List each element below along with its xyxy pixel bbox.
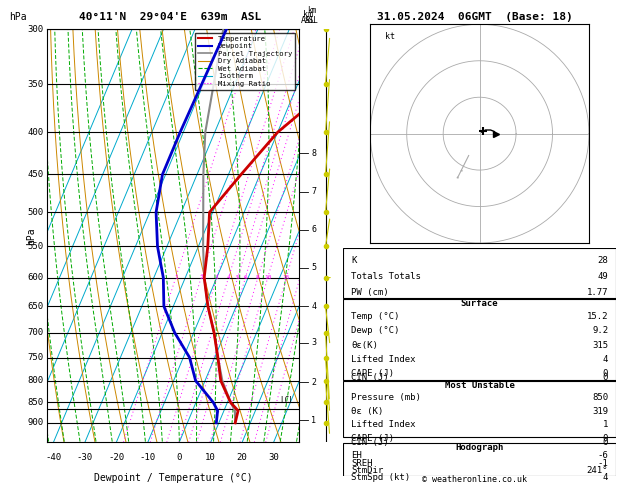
Text: 2: 2 (199, 275, 203, 280)
Text: K: K (351, 256, 357, 265)
Text: -40: -40 (45, 452, 62, 462)
Text: 3: 3 (215, 275, 219, 280)
Text: 40°11'N  29°04'E  639m  ASL: 40°11'N 29°04'E 639m ASL (79, 12, 261, 22)
Text: 550: 550 (27, 242, 43, 251)
Text: 300: 300 (27, 25, 43, 34)
Text: SREH: SREH (351, 458, 372, 468)
Text: 7: 7 (311, 187, 316, 196)
Legend: Temperature, Dewpoint, Parcel Trajectory, Dry Adiabat, Wet Adiabat, Isotherm, Mi: Temperature, Dewpoint, Parcel Trajectory… (195, 33, 295, 89)
Text: 3: 3 (311, 338, 316, 347)
Text: 650: 650 (27, 302, 43, 311)
Text: 500: 500 (27, 208, 43, 217)
Text: © weatheronline.co.uk: © weatheronline.co.uk (423, 474, 527, 484)
Text: 350: 350 (27, 80, 43, 89)
Text: Dewp (°C): Dewp (°C) (351, 326, 399, 335)
Text: Dewpoint / Temperature (°C): Dewpoint / Temperature (°C) (94, 473, 252, 483)
Text: Hodograph: Hodograph (455, 443, 504, 451)
Text: Lifted Index: Lifted Index (351, 355, 416, 364)
Text: Most Unstable: Most Unstable (445, 381, 515, 390)
Text: 1.77: 1.77 (587, 288, 608, 297)
Text: 1: 1 (603, 420, 608, 430)
Text: 15.2: 15.2 (587, 312, 608, 321)
Text: 8: 8 (256, 275, 260, 280)
Text: CIN (J): CIN (J) (351, 438, 389, 447)
Text: 10: 10 (205, 452, 216, 462)
Text: 28: 28 (598, 256, 608, 265)
Text: 8: 8 (311, 149, 316, 157)
Text: LCL: LCL (280, 397, 294, 405)
Bar (343, 443, 616, 476)
Text: 0: 0 (603, 438, 608, 447)
Text: θε(K): θε(K) (351, 341, 378, 349)
Text: CIN (J): CIN (J) (351, 373, 389, 382)
Text: 600: 600 (27, 273, 43, 282)
Text: 0: 0 (603, 434, 608, 443)
Text: -30: -30 (77, 452, 93, 462)
Text: Surface: Surface (461, 299, 498, 308)
Text: 450: 450 (27, 170, 43, 179)
Text: ★: ★ (456, 175, 459, 180)
Text: ASL: ASL (301, 16, 316, 25)
Text: CAPE (J): CAPE (J) (351, 434, 394, 443)
Text: 6: 6 (311, 225, 316, 234)
Text: Temp (°C): Temp (°C) (351, 312, 399, 321)
Bar (343, 382, 616, 437)
Text: -1: -1 (598, 458, 608, 468)
Text: 1: 1 (311, 416, 316, 425)
Text: 1: 1 (174, 275, 177, 280)
Text: -10: -10 (140, 452, 156, 462)
Text: 800: 800 (27, 376, 43, 385)
Text: 30: 30 (268, 452, 279, 462)
Bar (343, 248, 616, 298)
Text: 20: 20 (237, 452, 248, 462)
Text: 5: 5 (311, 263, 316, 272)
Text: kt: kt (385, 32, 395, 41)
Text: 0: 0 (603, 373, 608, 382)
Text: EH: EH (351, 451, 362, 460)
Text: 4: 4 (603, 355, 608, 364)
Text: -20: -20 (108, 452, 125, 462)
Text: 31.05.2024  06GMT  (Base: 18): 31.05.2024 06GMT (Base: 18) (377, 12, 573, 22)
Text: 15: 15 (282, 275, 290, 280)
Text: 2: 2 (311, 378, 316, 386)
Text: 750: 750 (27, 353, 43, 362)
Text: 400: 400 (27, 128, 43, 137)
Text: CAPE (J): CAPE (J) (351, 369, 394, 379)
Text: 4: 4 (311, 302, 316, 311)
Text: 0: 0 (603, 369, 608, 379)
Text: 10: 10 (264, 275, 272, 280)
Text: θε (K): θε (K) (351, 407, 383, 416)
Text: 850: 850 (592, 393, 608, 402)
Text: 319: 319 (592, 407, 608, 416)
Text: PW (cm): PW (cm) (351, 288, 389, 297)
Text: km: km (303, 10, 313, 19)
Text: hPa: hPa (9, 12, 27, 22)
Text: Totals Totals: Totals Totals (351, 272, 421, 281)
Text: hPa: hPa (26, 227, 36, 244)
Text: 4: 4 (226, 275, 230, 280)
Bar (343, 299, 616, 381)
Text: 315: 315 (592, 341, 608, 349)
Text: -6: -6 (598, 451, 608, 460)
Text: 700: 700 (27, 329, 43, 337)
Text: ★: ★ (460, 168, 463, 173)
Text: StmSpd (kt): StmSpd (kt) (351, 473, 410, 482)
Text: 900: 900 (27, 418, 43, 427)
Text: StmDir: StmDir (351, 466, 383, 475)
Text: Pressure (mb): Pressure (mb) (351, 393, 421, 402)
Text: 4: 4 (603, 473, 608, 482)
Text: Lifted Index: Lifted Index (351, 420, 416, 430)
Text: 241°: 241° (587, 466, 608, 475)
Text: 5: 5 (236, 275, 240, 280)
Text: 0: 0 (177, 452, 182, 462)
Text: 850: 850 (27, 398, 43, 407)
Text: 6: 6 (243, 275, 247, 280)
Text: km
ASL: km ASL (304, 6, 318, 25)
Text: 9.2: 9.2 (592, 326, 608, 335)
Text: 49: 49 (598, 272, 608, 281)
